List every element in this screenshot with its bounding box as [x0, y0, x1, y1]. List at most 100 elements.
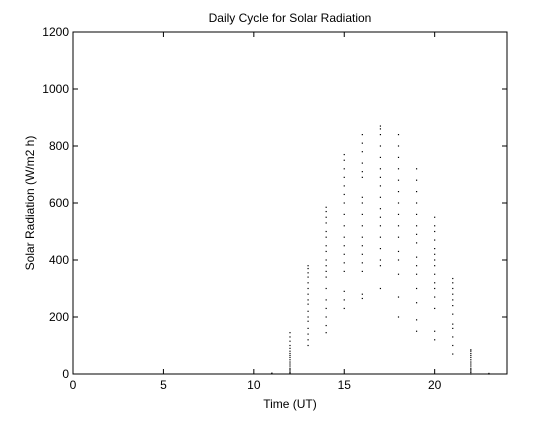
data-point: [343, 225, 345, 227]
data-point: [488, 372, 490, 375]
y-axis-ticks: 0 200 400 600 800 1000 1200: [42, 25, 507, 381]
y-tick-label: 800: [49, 139, 69, 153]
data-point: [415, 256, 418, 258]
data-point: [397, 259, 400, 261]
data-point: [397, 236, 400, 238]
data-point: [325, 245, 327, 247]
data-point: [415, 287, 418, 290]
data-point: [470, 354, 472, 357]
data-point: [361, 202, 363, 204]
data-point: [397, 156, 400, 158]
data-point: [325, 265, 327, 267]
data-point: [307, 339, 309, 341]
data-point: [361, 213, 363, 215]
data-point: [397, 250, 400, 253]
data-point: [343, 253, 345, 255]
data-point: [379, 196, 382, 198]
data-point: [379, 259, 382, 261]
data-point: [361, 245, 363, 247]
data-point: [397, 213, 400, 215]
data-point: [379, 225, 382, 227]
data-point: [397, 168, 400, 170]
data-point: [434, 282, 436, 284]
data-point: [289, 371, 291, 374]
data-point: [343, 159, 345, 161]
data-point: [325, 276, 327, 278]
data-point: [361, 262, 363, 264]
data-point: [289, 336, 291, 338]
x-tick-label: 20: [428, 378, 442, 392]
data-point: [379, 176, 382, 178]
data-point: [289, 365, 291, 367]
x-tick-label: 5: [160, 378, 167, 392]
data-point: [343, 262, 345, 264]
x-axis-ticks: 0 5 10 15 20: [70, 32, 442, 392]
data-point: [397, 134, 400, 136]
data-point: [307, 333, 309, 335]
data-point: [415, 273, 418, 275]
data-point: [434, 330, 436, 332]
data-point: [434, 259, 436, 261]
data-point: [307, 282, 309, 284]
data-point: [415, 330, 418, 332]
data-point: [289, 369, 291, 371]
data-point: [415, 213, 418, 215]
data-points: [271, 125, 490, 375]
data-point: [415, 202, 418, 204]
data-point: [343, 290, 345, 292]
data-point: [361, 270, 363, 272]
data-point: [470, 359, 472, 361]
y-tick-label: 1000: [42, 82, 69, 96]
data-point: [434, 339, 436, 341]
data-point: [470, 352, 472, 355]
data-point: [325, 324, 327, 327]
data-point: [325, 236, 327, 238]
data-point: [470, 350, 472, 352]
data-point: [379, 248, 382, 250]
data-point: [361, 162, 363, 164]
data-point: [434, 230, 436, 233]
data-point: [307, 316, 309, 318]
data-point: [343, 202, 345, 204]
data-point: [307, 303, 309, 305]
data-point: [415, 233, 418, 235]
data-point: [397, 296, 400, 298]
data-point: [397, 191, 400, 193]
chart-title: Daily Cycle for Solar Radiation: [209, 11, 372, 25]
data-point: [289, 340, 291, 342]
data-point: [415, 225, 418, 227]
data-point: [325, 206, 327, 208]
data-point: [470, 356, 472, 359]
data-point: [415, 168, 418, 170]
data-point: [452, 282, 454, 284]
data-point: [452, 344, 454, 347]
data-point: [325, 316, 327, 318]
data-point: [289, 344, 291, 347]
data-point: [343, 213, 345, 215]
data-point: [307, 299, 309, 301]
data-point: [289, 352, 291, 355]
data-point: [434, 265, 436, 267]
data-point: [325, 332, 327, 334]
data-point: [325, 250, 327, 253]
data-point: [361, 134, 363, 136]
data-point: [415, 265, 418, 267]
plot-area: [72, 31, 508, 375]
data-point: [415, 302, 418, 304]
data-point: [289, 363, 291, 365]
data-point: [289, 359, 291, 361]
data-point: [325, 210, 327, 213]
data-point: [343, 193, 345, 196]
data-point: [361, 225, 363, 227]
data-point: [379, 145, 382, 147]
data-point: [452, 327, 454, 329]
data-point: [470, 349, 472, 351]
data-point: [325, 307, 327, 310]
data-point: [379, 236, 382, 238]
data-point: [470, 365, 472, 367]
data-point: [361, 293, 363, 295]
data-point: [379, 208, 382, 210]
data-point: [343, 307, 345, 310]
data-point: [361, 151, 363, 153]
data-point: [307, 265, 309, 267]
